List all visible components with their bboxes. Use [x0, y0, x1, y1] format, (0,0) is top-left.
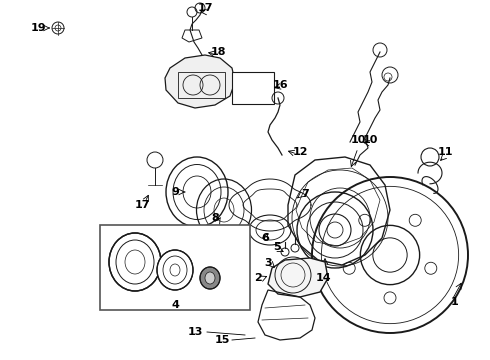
Text: 14: 14 — [315, 273, 331, 283]
Text: 16: 16 — [272, 80, 288, 90]
Text: 3: 3 — [264, 258, 272, 268]
Text: 1: 1 — [451, 297, 459, 307]
Text: 8: 8 — [211, 213, 219, 223]
Text: 4: 4 — [171, 300, 179, 310]
Text: 18: 18 — [210, 47, 226, 57]
Text: 13: 13 — [187, 327, 203, 337]
Polygon shape — [165, 55, 235, 108]
Bar — [232, 72, 274, 104]
Polygon shape — [268, 258, 328, 297]
Text: 12: 12 — [292, 147, 308, 157]
Text: 7: 7 — [301, 189, 309, 199]
Text: 6: 6 — [261, 233, 269, 243]
Text: 10: 10 — [350, 135, 366, 145]
Text: 17: 17 — [134, 200, 150, 210]
Ellipse shape — [157, 250, 193, 290]
Text: 9: 9 — [171, 187, 179, 197]
Text: 5: 5 — [273, 242, 281, 252]
Text: 19: 19 — [30, 23, 46, 33]
Text: 10: 10 — [362, 135, 378, 145]
Text: 17: 17 — [197, 3, 213, 13]
Text: 15: 15 — [214, 335, 230, 345]
Text: 11: 11 — [437, 147, 453, 157]
Text: 2: 2 — [254, 273, 262, 283]
Bar — [100, 225, 250, 310]
Ellipse shape — [109, 233, 161, 291]
Ellipse shape — [200, 267, 220, 289]
Ellipse shape — [205, 272, 215, 284]
